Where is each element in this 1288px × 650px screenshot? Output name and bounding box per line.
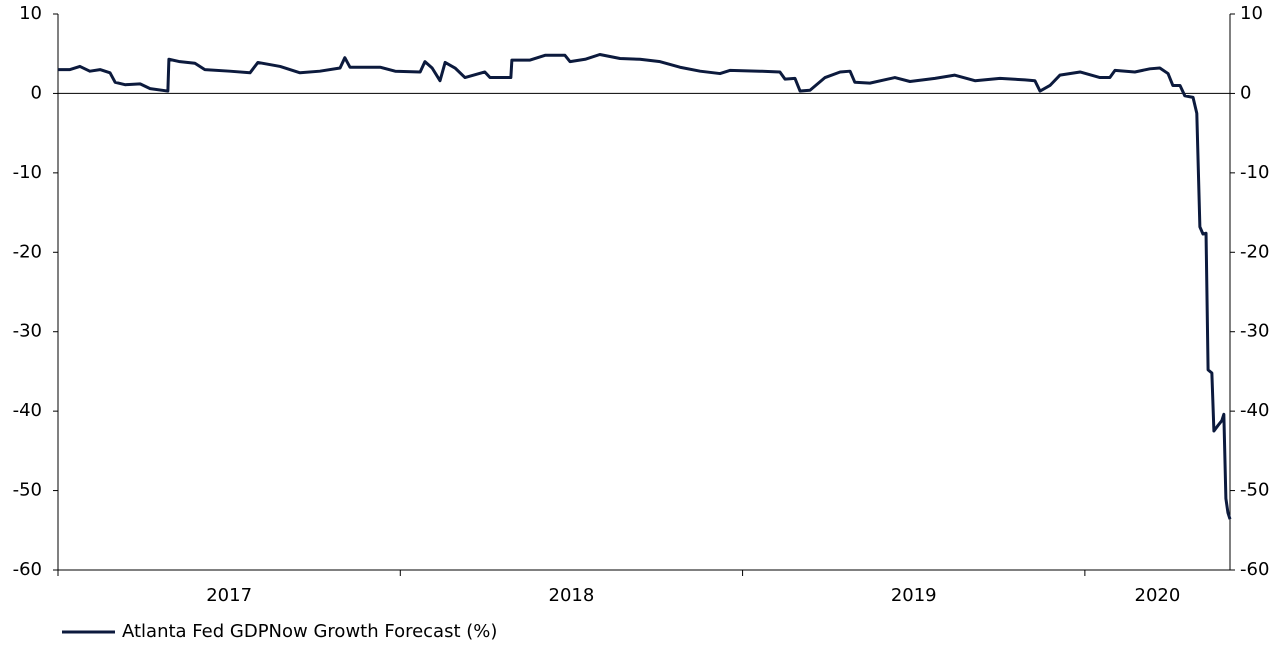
x-tick-label: 2019: [891, 585, 937, 606]
legend-label: Atlanta Fed GDPNow Growth Forecast (%): [122, 621, 497, 642]
y-tick-label: -10: [13, 162, 42, 183]
y2-tick-label: 0: [1240, 82, 1251, 103]
y-tick-label: -40: [13, 400, 42, 421]
x-tick-label: 2018: [549, 585, 595, 606]
y2-tick-label: -10: [1240, 162, 1269, 183]
y-tick-label: -30: [13, 321, 42, 342]
y2-tick-label: 10: [1240, 3, 1263, 24]
y-tick-label: -20: [13, 241, 42, 262]
y2-tick-label: -40: [1240, 400, 1269, 421]
y2-tick-label: -60: [1240, 559, 1269, 580]
y-tick-label: -60: [13, 559, 42, 580]
y2-tick-label: -50: [1240, 480, 1269, 501]
x-tick-label: 2020: [1135, 585, 1181, 606]
series-line: [58, 53, 1232, 520]
y-tick-label: 10: [19, 3, 42, 24]
y-tick-label: -50: [13, 480, 42, 501]
x-tick-label: 2017: [206, 585, 252, 606]
y2-tick-label: -20: [1240, 241, 1269, 262]
y2-tick-label: -30: [1240, 321, 1269, 342]
y-tick-label: 0: [31, 82, 42, 103]
